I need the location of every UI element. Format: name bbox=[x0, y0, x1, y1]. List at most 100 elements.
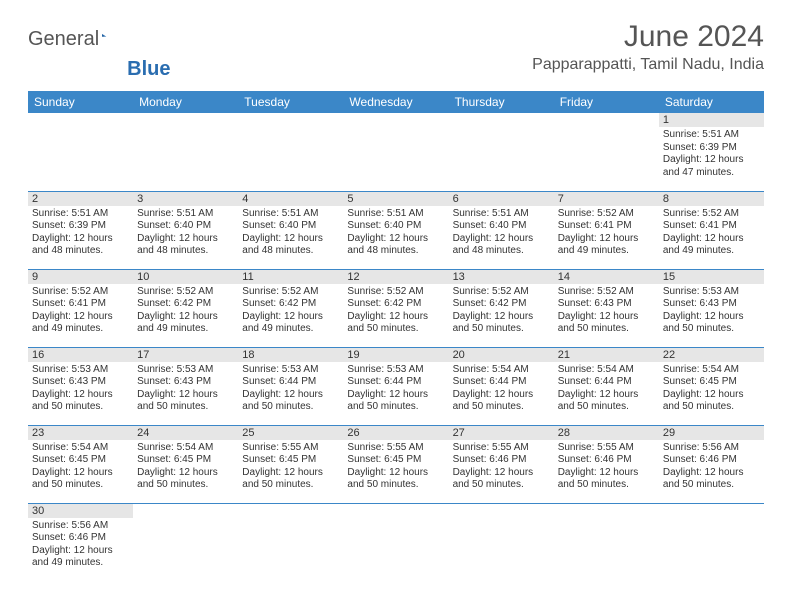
daylight-line: Daylight: 12 hours and 50 minutes. bbox=[558, 311, 655, 336]
day-cell: 3Sunrise: 5:51 AMSunset: 6:40 PMDaylight… bbox=[133, 191, 238, 269]
daylight-line: Daylight: 12 hours and 50 minutes. bbox=[32, 389, 129, 414]
sunrise-line: Sunrise: 5:54 AM bbox=[663, 364, 760, 377]
weekday-header: Tuesday bbox=[238, 91, 343, 113]
sunset-line: Sunset: 6:46 PM bbox=[558, 454, 655, 467]
sunrise-line: Sunrise: 5:52 AM bbox=[663, 208, 760, 221]
daylight-line: Daylight: 12 hours and 50 minutes. bbox=[347, 311, 444, 336]
daylight-line: Daylight: 12 hours and 48 minutes. bbox=[242, 233, 339, 258]
day-cell: 20Sunrise: 5:54 AMSunset: 6:44 PMDayligh… bbox=[449, 347, 554, 425]
day-number: 18 bbox=[238, 348, 343, 362]
calendar-row: 30Sunrise: 5:56 AMSunset: 6:46 PMDayligh… bbox=[28, 503, 764, 581]
sunset-line: Sunset: 6:44 PM bbox=[453, 376, 550, 389]
daylight-line: Daylight: 12 hours and 50 minutes. bbox=[137, 389, 234, 414]
empty-cell bbox=[449, 113, 554, 191]
sunset-line: Sunset: 6:45 PM bbox=[242, 454, 339, 467]
sunset-line: Sunset: 6:44 PM bbox=[242, 376, 339, 389]
daylight-line: Daylight: 12 hours and 50 minutes. bbox=[347, 389, 444, 414]
day-number: 7 bbox=[554, 192, 659, 206]
daylight-line: Daylight: 12 hours and 50 minutes. bbox=[137, 467, 234, 492]
sunset-line: Sunset: 6:45 PM bbox=[347, 454, 444, 467]
sunset-line: Sunset: 6:40 PM bbox=[453, 220, 550, 233]
empty-cell bbox=[133, 113, 238, 191]
sunrise-line: Sunrise: 5:51 AM bbox=[347, 208, 444, 221]
daylight-line: Daylight: 12 hours and 49 minutes. bbox=[242, 311, 339, 336]
sunrise-line: Sunrise: 5:53 AM bbox=[32, 364, 129, 377]
sunset-line: Sunset: 6:44 PM bbox=[558, 376, 655, 389]
day-cell: 11Sunrise: 5:52 AMSunset: 6:42 PMDayligh… bbox=[238, 269, 343, 347]
day-cell: 9Sunrise: 5:52 AMSunset: 6:41 PMDaylight… bbox=[28, 269, 133, 347]
sunset-line: Sunset: 6:44 PM bbox=[347, 376, 444, 389]
sunrise-line: Sunrise: 5:52 AM bbox=[32, 286, 129, 299]
daylight-line: Daylight: 12 hours and 50 minutes. bbox=[558, 389, 655, 414]
sunrise-line: Sunrise: 5:52 AM bbox=[347, 286, 444, 299]
day-cell: 18 Sunrise: 5:53 AMSunset: 6:44 PMDayligh… bbox=[238, 347, 343, 425]
day-number: 27 bbox=[449, 426, 554, 440]
month-title: June 2024 bbox=[532, 20, 764, 54]
day-cell: 17Sunrise: 5:53 AMSunset: 6:43 PMDayligh… bbox=[133, 347, 238, 425]
sunrise-line: Sunrise: 5:53 AM bbox=[242, 364, 339, 377]
daylight-line: Daylight: 12 hours and 48 minutes. bbox=[453, 233, 550, 258]
sunrise-line: Sunrise: 5:56 AM bbox=[32, 520, 129, 533]
empty-cell bbox=[343, 503, 448, 581]
daylight-line: Daylight: 12 hours and 50 minutes. bbox=[242, 467, 339, 492]
empty-cell bbox=[343, 113, 448, 191]
weekday-header: Sunday bbox=[28, 91, 133, 113]
sunrise-line: Sunrise: 5:52 AM bbox=[558, 208, 655, 221]
empty-cell bbox=[659, 503, 764, 581]
daylight-line: Daylight: 12 hours and 48 minutes. bbox=[347, 233, 444, 258]
day-cell: 15Sunrise: 5:53 AMSunset: 6:43 PMDayligh… bbox=[659, 269, 764, 347]
daylight-line: Daylight: 12 hours and 50 minutes. bbox=[242, 389, 339, 414]
calendar-row: 1Sunrise: 5:51 AMSunset: 6:39 PMDaylight… bbox=[28, 113, 764, 191]
day-number: 13 bbox=[449, 270, 554, 284]
daylight-line: Daylight: 12 hours and 50 minutes. bbox=[663, 467, 760, 492]
empty-cell bbox=[238, 503, 343, 581]
day-number: 14 bbox=[554, 270, 659, 284]
sunrise-line: Sunrise: 5:52 AM bbox=[453, 286, 550, 299]
day-number: 28 bbox=[554, 426, 659, 440]
sunset-line: Sunset: 6:40 PM bbox=[137, 220, 234, 233]
daylight-line: Daylight: 12 hours and 49 minutes. bbox=[32, 545, 129, 570]
day-cell: 10Sunrise: 5:52 AMSunset: 6:42 PMDayligh… bbox=[133, 269, 238, 347]
sunrise-line: Sunrise: 5:51 AM bbox=[242, 208, 339, 221]
day-cell: 1Sunrise: 5:51 AMSunset: 6:39 PMDaylight… bbox=[659, 113, 764, 191]
calendar-row: 9Sunrise: 5:52 AMSunset: 6:41 PMDaylight… bbox=[28, 269, 764, 347]
weekday-header: Monday bbox=[133, 91, 238, 113]
daylight-line: Daylight: 12 hours and 50 minutes. bbox=[32, 467, 129, 492]
daylight-line: Daylight: 12 hours and 50 minutes. bbox=[453, 311, 550, 336]
sunrise-line: Sunrise: 5:55 AM bbox=[242, 442, 339, 455]
sunset-line: Sunset: 6:46 PM bbox=[663, 454, 760, 467]
calendar-body: 1Sunrise: 5:51 AMSunset: 6:39 PMDaylight… bbox=[28, 113, 764, 581]
day-number: 15 bbox=[659, 270, 764, 284]
sunrise-line: Sunrise: 5:53 AM bbox=[347, 364, 444, 377]
sunset-line: Sunset: 6:43 PM bbox=[558, 298, 655, 311]
daylight-line: Daylight: 12 hours and 50 minutes. bbox=[347, 467, 444, 492]
day-cell: 25Sunrise: 5:55 AMSunset: 6:45 PMDayligh… bbox=[238, 425, 343, 503]
day-cell: 5Sunrise: 5:51 AMSunset: 6:40 PMDaylight… bbox=[343, 191, 448, 269]
brand-logo: General bbox=[28, 20, 126, 51]
sunrise-line: Sunrise: 5:51 AM bbox=[663, 129, 760, 142]
sunset-line: Sunset: 6:39 PM bbox=[663, 142, 760, 155]
day-number: 16 bbox=[28, 348, 133, 362]
daylight-line: Daylight: 12 hours and 50 minutes. bbox=[663, 389, 760, 414]
day-number: 5 bbox=[343, 192, 448, 206]
day-cell: 19 Sunrise: 5:53 AMSunset: 6:44 PMDayligh… bbox=[343, 347, 448, 425]
weekday-header-row: SundayMondayTuesdayWednesdayThursdayFrid… bbox=[28, 91, 764, 113]
sunset-line: Sunset: 6:42 PM bbox=[347, 298, 444, 311]
empty-cell bbox=[449, 503, 554, 581]
daylight-line: Daylight: 12 hours and 47 minutes. bbox=[663, 154, 760, 179]
sunset-line: Sunset: 6:43 PM bbox=[663, 298, 760, 311]
day-number: 23 bbox=[28, 426, 133, 440]
daylight-line: Daylight: 12 hours and 48 minutes. bbox=[137, 233, 234, 258]
day-number: 10 bbox=[133, 270, 238, 284]
sunrise-line: Sunrise: 5:52 AM bbox=[558, 286, 655, 299]
sunrise-line: Sunrise: 5:55 AM bbox=[347, 442, 444, 455]
day-number: 30 bbox=[28, 504, 133, 518]
day-number: 24 bbox=[133, 426, 238, 440]
sunset-line: Sunset: 6:42 PM bbox=[453, 298, 550, 311]
sunset-line: Sunset: 6:45 PM bbox=[663, 376, 760, 389]
daylight-line: Daylight: 12 hours and 49 minutes. bbox=[137, 311, 234, 336]
day-cell: 21Sunrise: 5:54 AMSunset: 6:44 PMDayligh… bbox=[554, 347, 659, 425]
sunset-line: Sunset: 6:42 PM bbox=[242, 298, 339, 311]
sunrise-line: Sunrise: 5:54 AM bbox=[453, 364, 550, 377]
day-number: 19 bbox=[343, 348, 448, 362]
